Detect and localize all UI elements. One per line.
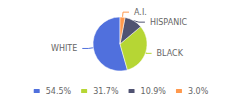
svg-text:31.7%: 31.7% xyxy=(93,87,119,96)
svg-text:10.9%: 10.9% xyxy=(141,87,167,96)
svg-text:54.5%: 54.5% xyxy=(46,87,72,96)
svg-text:3.0%: 3.0% xyxy=(188,87,209,96)
svg-text:WHITE: WHITE xyxy=(51,44,77,53)
svg-text:BLACK: BLACK xyxy=(157,49,184,58)
svg-text:HISPANIC: HISPANIC xyxy=(150,18,188,27)
svg-text:A.I.: A.I. xyxy=(134,8,147,17)
